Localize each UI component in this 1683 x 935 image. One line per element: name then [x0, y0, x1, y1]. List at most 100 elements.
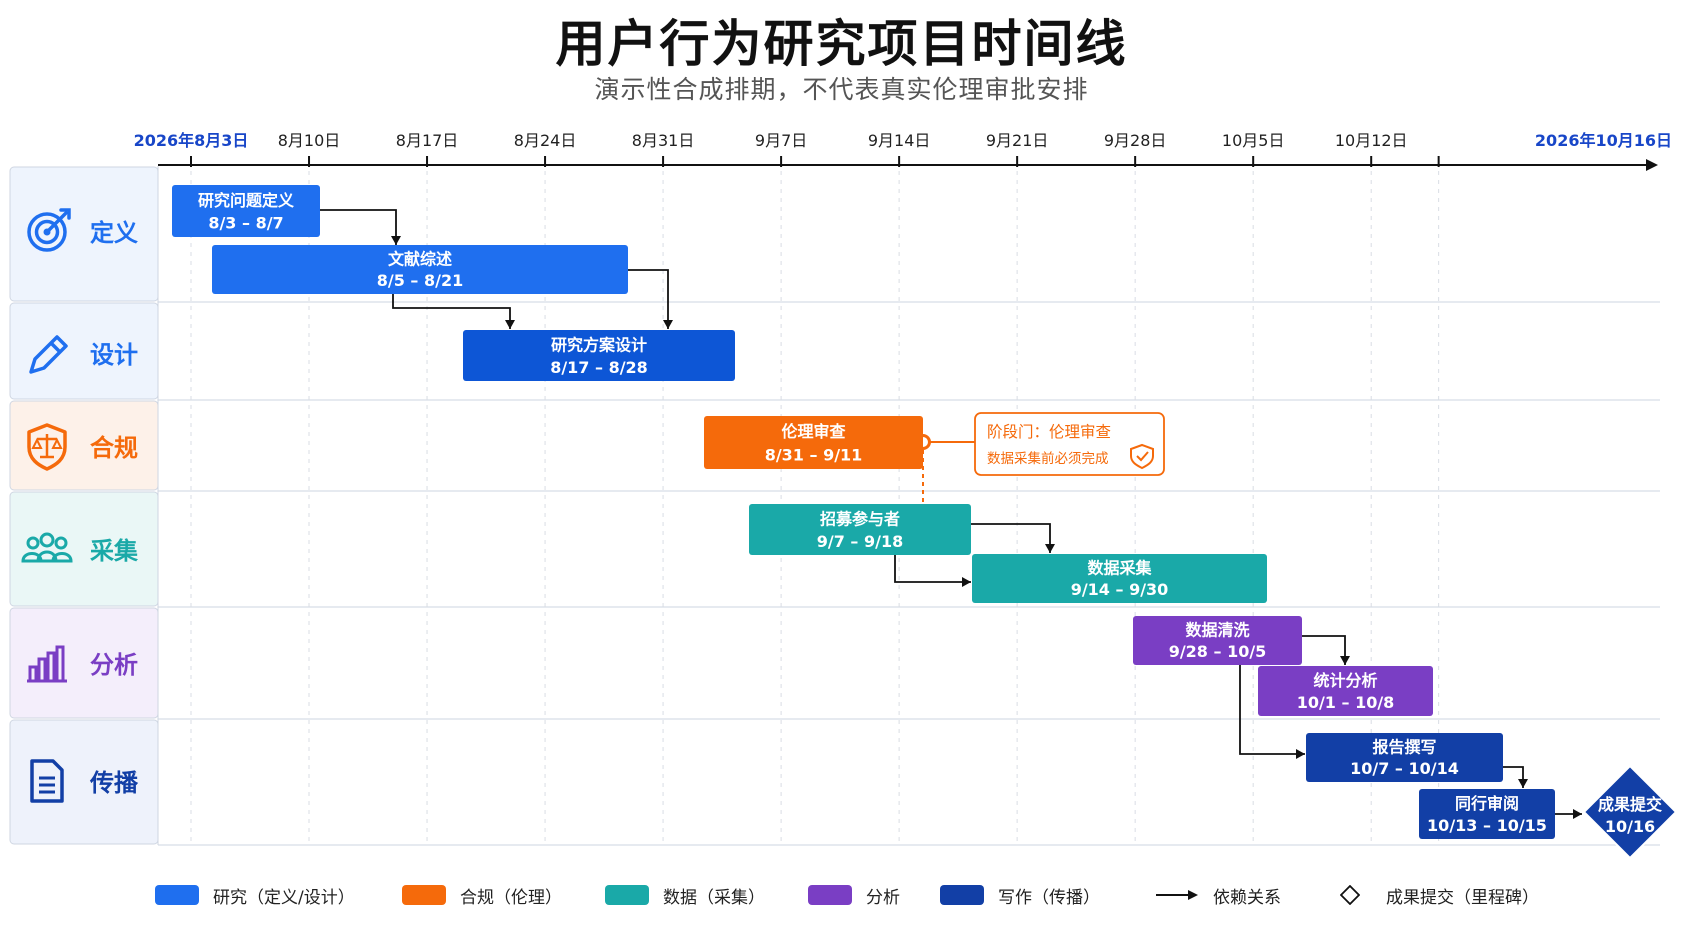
document-icon: [30, 759, 64, 803]
legend-label: 分析: [866, 887, 900, 908]
milestone-diamond: 成果提交 10/16: [1582, 764, 1678, 860]
people-icon: [21, 532, 73, 563]
shield-outline: [27, 423, 67, 471]
dependency-t5-t6-head: [1045, 544, 1055, 553]
dependency-t7-t9: [1239, 665, 1305, 755]
dependency-t10-milestone-head: [1573, 809, 1582, 819]
axis-tick-label: 9月14日: [868, 131, 931, 150]
phase-label-collect: 采集: [90, 537, 139, 565]
milestone-date-label: 10/16: [1605, 817, 1655, 836]
task-bar: [172, 185, 320, 237]
axis-tick-label: 8月17日: [396, 131, 459, 150]
legend-item: 写作（传播）: [940, 880, 1100, 910]
legend-item: 依赖关系: [1155, 880, 1281, 910]
task-date-label: 10/13 – 10/15: [1427, 816, 1547, 835]
task-bar: [1419, 789, 1555, 839]
legend-swatch: [402, 885, 446, 905]
legend-label: 写作（传播）: [998, 887, 1100, 908]
person-head: [39, 532, 55, 548]
pencil-band: [49, 341, 62, 354]
task-bar: [463, 330, 735, 381]
legend-swatch: [155, 885, 199, 905]
milestone-shape: [1582, 764, 1678, 860]
gate-callout-box: [974, 412, 1165, 476]
phase-label-comply: 合规: [90, 434, 138, 462]
axis-tick-label: 9月21日: [986, 131, 1049, 150]
legend-label: 成果提交（里程碑）: [1386, 887, 1539, 908]
shield-scale-icon: [27, 423, 67, 471]
target-ring: [27, 212, 67, 252]
chart-legend: 研究（定义/设计） 合规（伦理） 数据（采集） 分析 写作（传播） 依赖关系 成果提交（里程…: [0, 880, 1683, 910]
legend-item: 研究（定义/设计）: [155, 880, 355, 910]
pencil-body: [29, 335, 68, 374]
axis-tick-label: 2026年8月3日: [134, 131, 249, 150]
phase-lanes: [9, 166, 1660, 846]
task-bar-t4: 伦理审查 8/31 – 9/11: [704, 416, 923, 469]
task-bar-t3: 研究方案设计 8/17 – 8/28: [463, 330, 735, 381]
target-arrow: [45, 211, 68, 234]
axis-tick-label: 8月10日: [278, 131, 341, 150]
axis-tick-label: 10月5日: [1222, 131, 1285, 150]
dependency-t5-t6-b: [894, 555, 971, 583]
target-icon: [27, 208, 71, 252]
dependency-t9-t10-head: [1518, 779, 1528, 788]
task-name-label: 伦理审查: [781, 422, 845, 441]
dependency-t2-t3-b: [392, 294, 511, 329]
task-bar: [704, 416, 923, 469]
legend-label: 研究（定义/设计）: [213, 887, 355, 908]
shield-check-icon: [1130, 443, 1154, 470]
task-date-label: 8/31 – 9/11: [765, 446, 863, 465]
task-date-label: 8/3 – 8/7: [208, 214, 283, 233]
legend-label: 依赖关系: [1213, 887, 1281, 908]
dependency-t7-t9-head: [1296, 749, 1305, 759]
legend-swatch: [940, 885, 984, 905]
phase-label-design: 设计: [90, 341, 138, 369]
bar-chart-icon: [27, 645, 67, 683]
gate-check-mark: [1136, 451, 1149, 462]
task-name-label: 数据采集: [1087, 559, 1152, 578]
dependency-t2-t3: [628, 269, 669, 329]
legend-label: 合规（伦理）: [460, 887, 562, 908]
task-bar-t7: 数据清洗 9/28 – 10/5: [1133, 616, 1302, 665]
legend-item: 数据（采集）: [605, 880, 765, 910]
phase-label-publish: 传播: [89, 769, 139, 797]
task-bar-t6: 数据采集 9/14 – 9/30: [972, 554, 1267, 603]
task-bar-t2: 文献综述 8/5 – 8/21: [212, 245, 628, 294]
task-bars: 研究问题定义 8/3 – 8/7 文献综述 8/5 – 8/21 研究方案设计 8/17 …: [172, 185, 1678, 860]
legend-label: 数据（采集）: [663, 887, 765, 908]
target-ring: [34, 219, 60, 245]
task-name-label: 研究问题定义: [198, 191, 294, 210]
task-bar: [1306, 733, 1503, 782]
dependency-t2-t3-b-head: [505, 320, 515, 329]
legend-swatch: [605, 885, 649, 905]
task-bar: [1258, 666, 1433, 716]
grid-lines: [190, 171, 1440, 845]
axis-tick-label: 10月12日: [1335, 131, 1408, 150]
gate-callout-note: 数据采集前必须完成: [987, 450, 1109, 467]
time-axis: 2026年8月3日 8月10日 8月17日 8月24日 8月31日 9月7日 9月14日 9月…: [134, 131, 1672, 171]
scale-pans: [31, 437, 63, 449]
task-bar: [212, 245, 628, 294]
task-bar: [972, 554, 1267, 603]
task-date-label: 8/17 – 8/28: [550, 358, 648, 377]
task-date-label: 9/28 – 10/5: [1169, 642, 1267, 661]
diamond-icon: [1340, 885, 1360, 905]
gate-callout-title: 阶段门：伦理审查: [987, 423, 1111, 441]
gantt-chart: 2026年8月3日 8月10日 8月17日 8月24日 8月31日 9月7日 9月14日 9月…: [9, 131, 1678, 860]
task-bar-t5: 招募参与者 9/7 – 9/18: [749, 504, 971, 555]
task-name-label: 研究方案设计: [551, 335, 647, 354]
axis-tick-label: 9月28日: [1104, 131, 1167, 150]
task-bar-t1: 研究问题定义 8/3 – 8/7: [172, 185, 320, 237]
task-bar: [1133, 616, 1302, 665]
legend-item: 合规（伦理）: [402, 880, 562, 910]
task-bar-t8: 统计分析 10/1 – 10/8: [1258, 666, 1433, 716]
task-name-label: 文献综述: [388, 250, 452, 269]
task-date-label: 10/7 – 10/14: [1350, 759, 1459, 778]
dependency-t7-t8-head: [1340, 656, 1350, 665]
task-date-label: 8/5 – 8/21: [377, 271, 464, 290]
axis-tick-label: 2026年10月16日: [1535, 131, 1672, 150]
milestone-name-label: 成果提交: [1598, 795, 1662, 814]
dependency-t5-t6-b-head: [962, 577, 971, 587]
